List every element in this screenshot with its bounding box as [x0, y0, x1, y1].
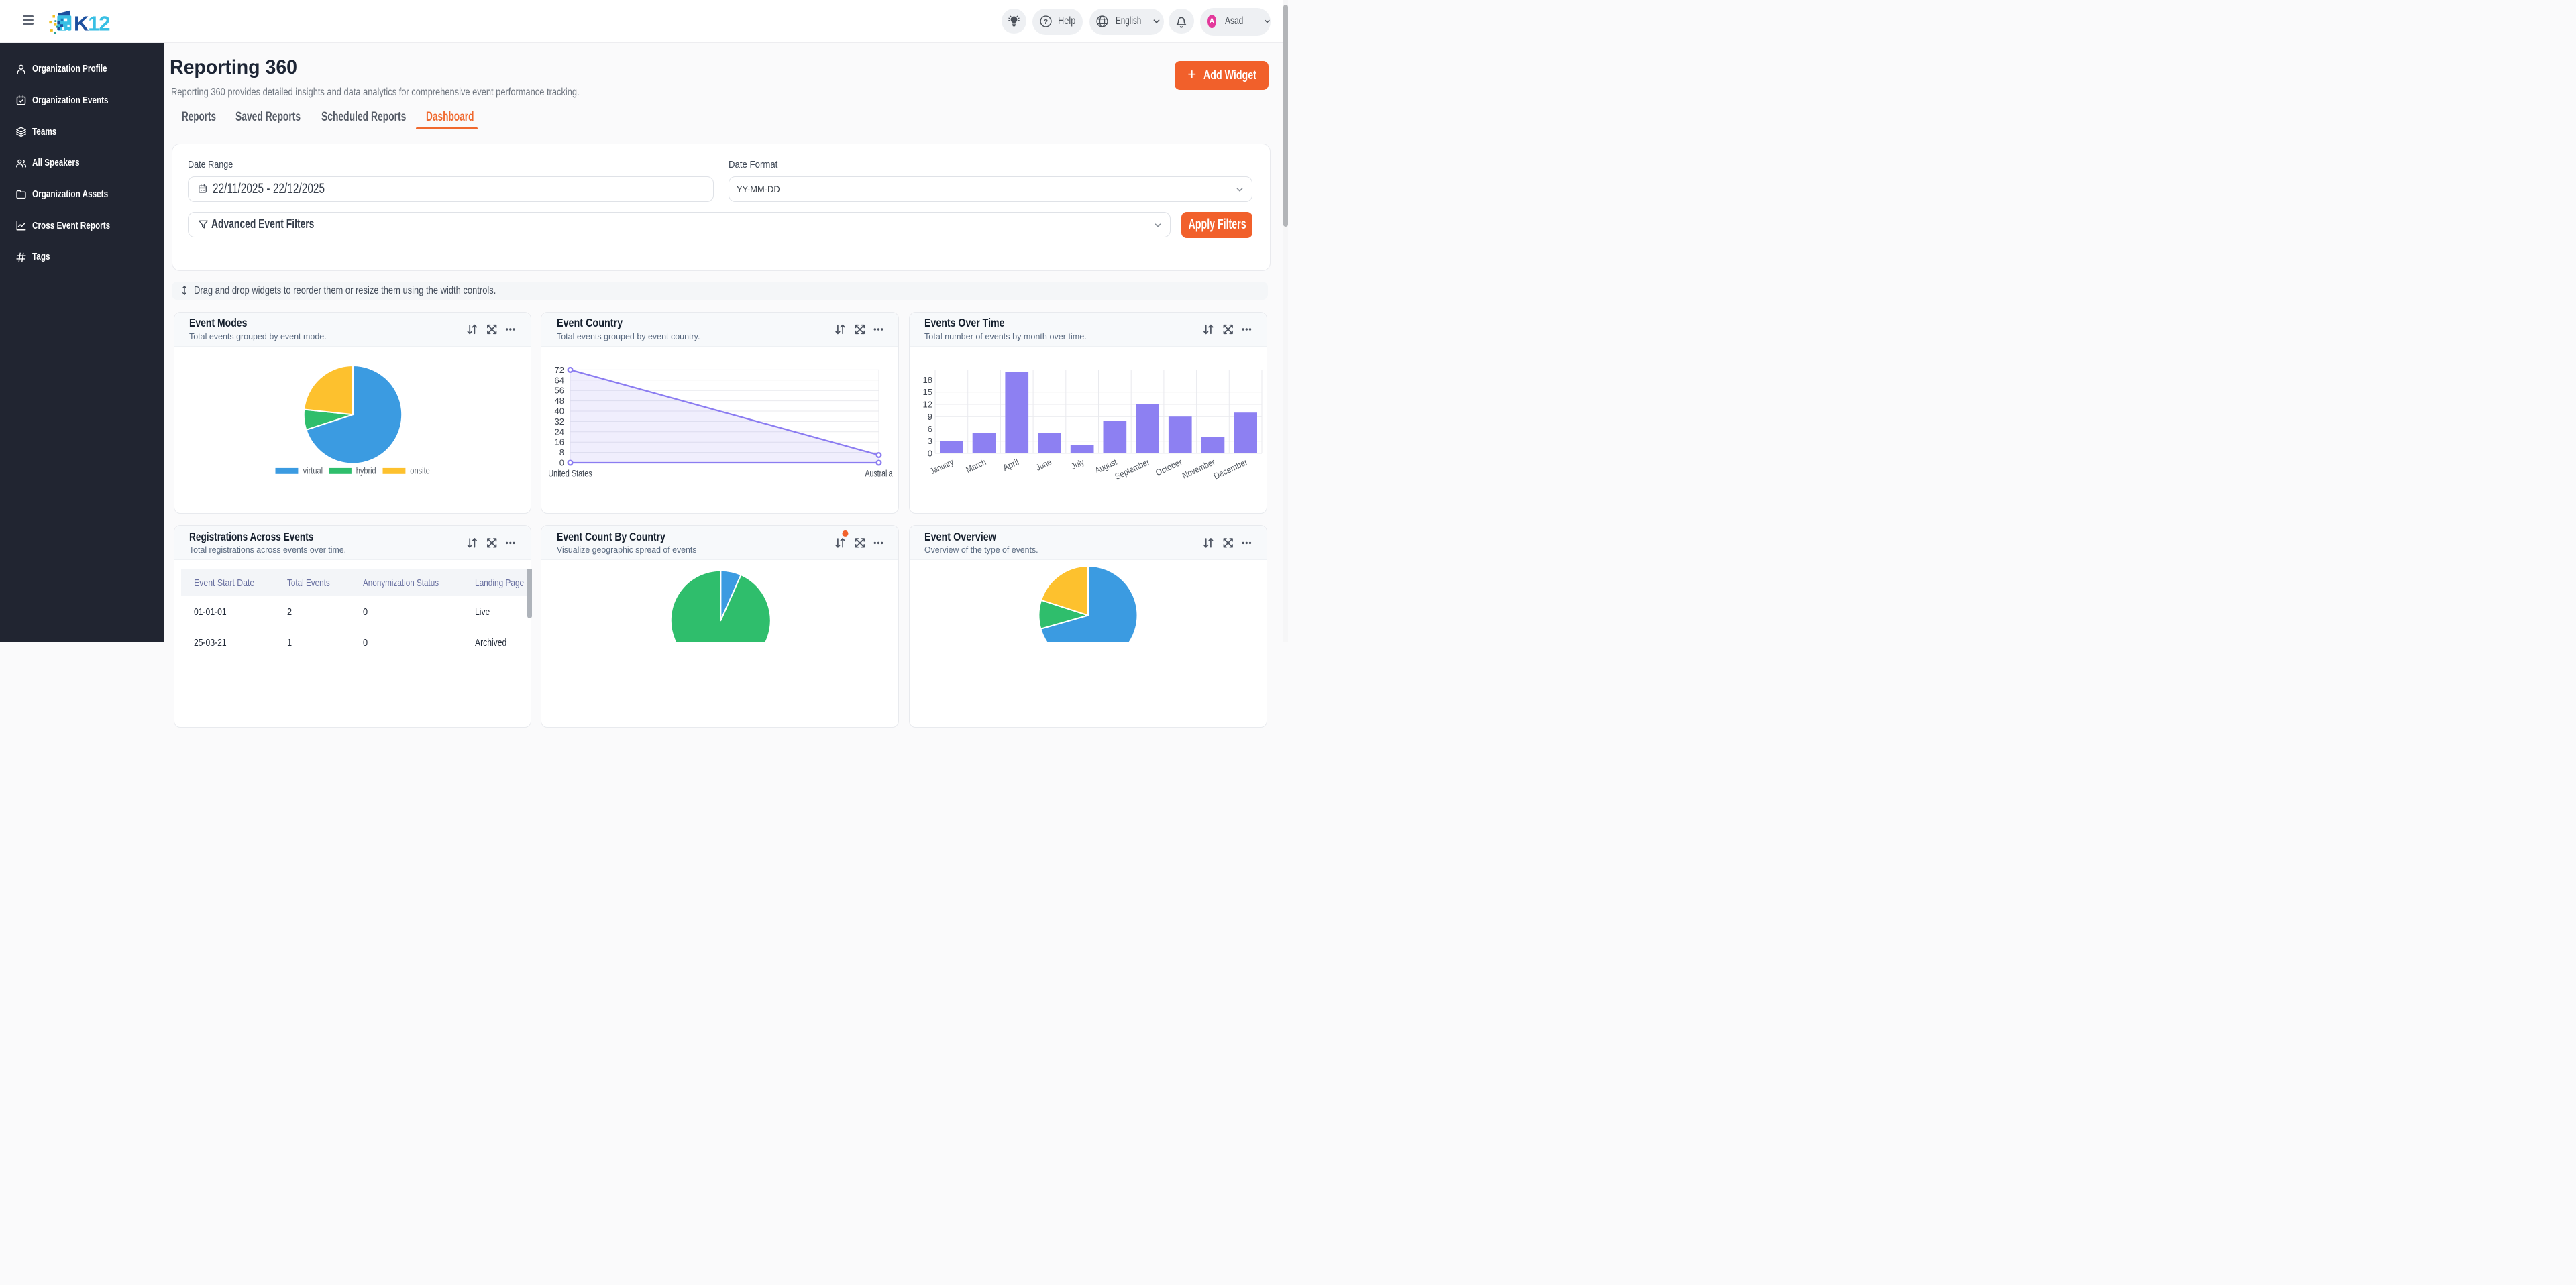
svg-text:?: ?: [1044, 19, 1048, 26]
svg-text:K12: K12: [74, 12, 109, 36]
